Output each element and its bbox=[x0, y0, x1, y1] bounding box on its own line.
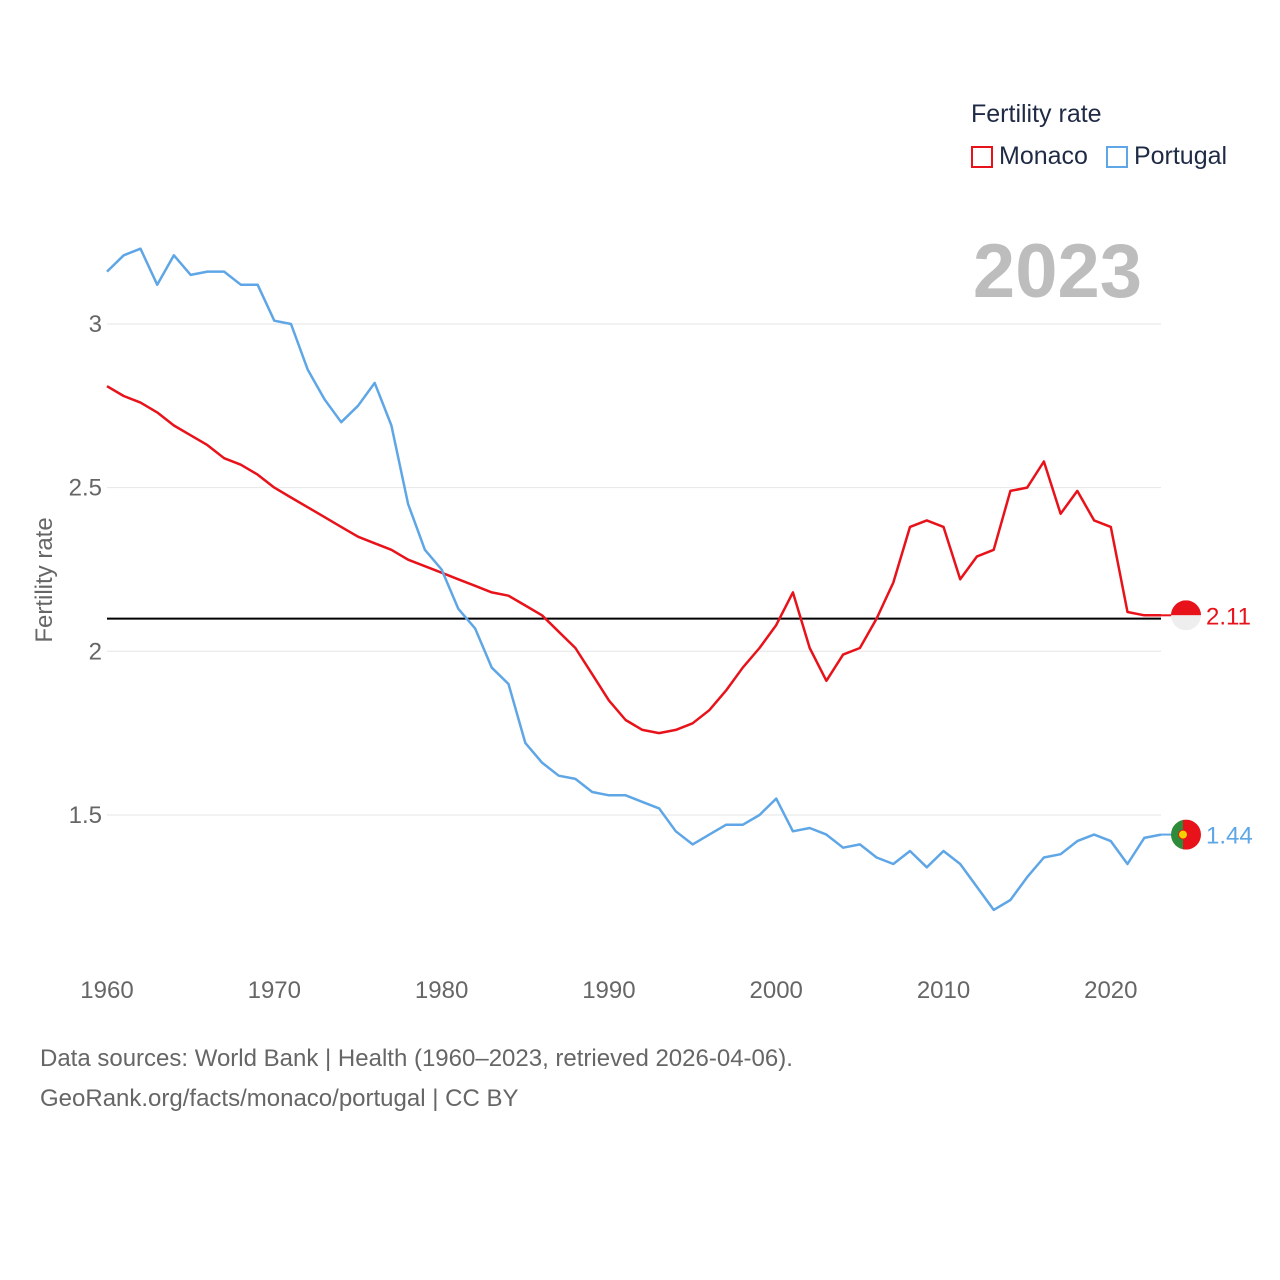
series-line-monaco[interactable] bbox=[106, 385, 1161, 735]
y-tick-label: 2.5 bbox=[69, 475, 102, 502]
legend-swatch-portugal bbox=[1105, 145, 1128, 168]
y-tick-label: 3 bbox=[89, 311, 102, 338]
end-value-label-portugal: 1.44 bbox=[1206, 823, 1253, 850]
flag-monaco-icon bbox=[1171, 600, 1201, 631]
x-tick-label: 1970 bbox=[248, 977, 301, 1004]
flag-portugal-icon bbox=[1171, 819, 1201, 850]
legend: Monaco Portugal bbox=[971, 142, 1245, 171]
y-axis-ticks: 1.5 2 2.5 3 bbox=[69, 311, 102, 829]
legend-swatch-monaco bbox=[971, 145, 993, 168]
series-line-portugal[interactable] bbox=[106, 247, 1162, 912]
footer-attribution[interactable]: GeoRank.org/facts/monaco/portugal | CC B… bbox=[40, 1085, 519, 1112]
end-value-label-monaco: 2.11 bbox=[1206, 603, 1251, 630]
legend-label-portugal: Portugal bbox=[1133, 142, 1228, 170]
grid-lines bbox=[107, 323, 1161, 816]
x-tick-label: 1980 bbox=[415, 977, 468, 1004]
legend-label-monaco: Monaco bbox=[999, 142, 1088, 170]
series-lines bbox=[106, 247, 1162, 912]
current-year-label: 2023 bbox=[972, 229, 1142, 314]
legend-item-monaco[interactable]: Monaco bbox=[971, 142, 1088, 171]
x-tick-label: 1990 bbox=[582, 977, 635, 1004]
footer-sources: Data sources: World Bank | Health (1960–… bbox=[40, 1045, 793, 1072]
x-tick-label: 2020 bbox=[1084, 977, 1137, 1004]
y-axis-label: Fertility rate bbox=[31, 517, 58, 642]
legend-item-portugal[interactable]: Portugal bbox=[1105, 142, 1228, 171]
legend-title: Fertility rate bbox=[971, 100, 1102, 128]
y-tick-label: 2 bbox=[89, 638, 102, 665]
x-tick-label: 1960 bbox=[80, 977, 133, 1004]
x-axis-ticks: 1960 1970 1980 1990 2000 2010 2020 bbox=[80, 977, 1137, 1004]
y-tick-label: 1.5 bbox=[69, 802, 102, 829]
x-tick-label: 2000 bbox=[750, 977, 803, 1004]
end-markers: 2.11 1.44 bbox=[1161, 600, 1253, 850]
x-tick-label: 2010 bbox=[917, 977, 970, 1004]
